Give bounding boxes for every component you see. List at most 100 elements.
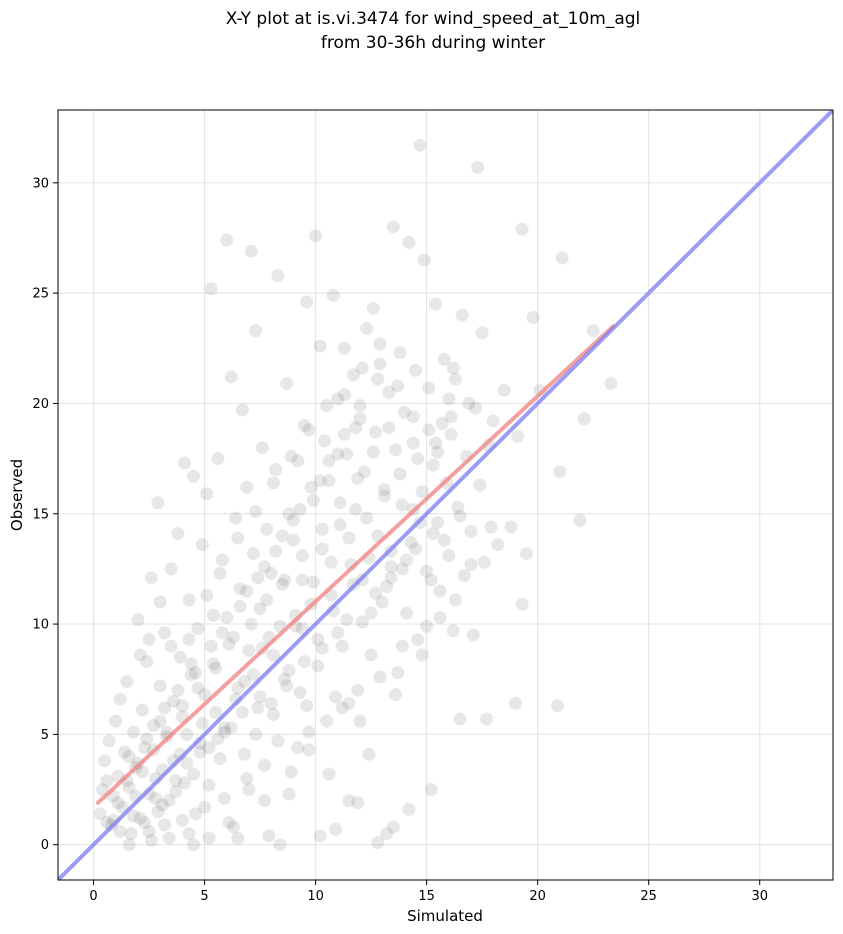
data-point <box>218 791 232 805</box>
data-point <box>178 776 192 790</box>
data-point <box>442 392 456 406</box>
data-point <box>577 412 591 426</box>
data-point <box>220 610 234 624</box>
data-point <box>380 580 394 594</box>
data-point <box>364 648 378 662</box>
data-point <box>169 774 183 788</box>
data-point <box>340 613 354 627</box>
data-point <box>122 749 136 763</box>
data-point <box>189 666 203 680</box>
data-point <box>515 222 529 236</box>
data-point <box>351 471 365 485</box>
y-tick-label: 20 <box>32 397 49 412</box>
data-point <box>175 813 189 827</box>
data-point <box>464 557 478 571</box>
data-point <box>235 705 249 719</box>
data-point <box>389 443 403 457</box>
data-point <box>222 816 236 830</box>
data-point <box>240 584 254 598</box>
data-point <box>258 794 272 808</box>
data-point <box>184 657 198 671</box>
data-point <box>369 586 383 600</box>
data-point <box>264 566 278 580</box>
data-point <box>377 489 391 503</box>
data-point <box>153 714 167 728</box>
data-point <box>406 436 420 450</box>
data-point <box>244 244 258 258</box>
data-point <box>497 383 511 397</box>
data-point <box>191 621 205 635</box>
data-point <box>353 412 367 426</box>
data-point <box>300 699 314 713</box>
data-point <box>424 573 438 587</box>
data-point <box>249 727 263 741</box>
data-point <box>473 478 487 492</box>
data-point <box>240 772 254 786</box>
data-point <box>258 758 272 772</box>
data-point <box>224 721 238 735</box>
data-point <box>342 794 356 808</box>
data-point <box>420 619 434 633</box>
data-point <box>331 392 345 406</box>
data-point <box>446 361 460 375</box>
data-point <box>444 410 458 424</box>
data-point <box>204 282 218 296</box>
data-point <box>484 520 498 534</box>
data-point <box>304 480 318 494</box>
data-point <box>169 785 183 799</box>
data-point <box>275 529 289 543</box>
data-point <box>171 527 185 541</box>
data-point <box>269 463 283 477</box>
data-point <box>393 467 407 481</box>
x-tick-label: 30 <box>751 889 768 904</box>
data-point <box>242 644 256 658</box>
data-point <box>102 734 116 748</box>
data-point <box>360 511 374 525</box>
data-point <box>426 458 440 472</box>
data-point <box>231 531 245 545</box>
data-point <box>373 357 387 371</box>
data-point <box>337 427 351 441</box>
data-point <box>193 745 207 759</box>
fit-line <box>95 324 616 805</box>
data-point <box>151 496 165 510</box>
data-point <box>329 822 343 836</box>
data-point <box>315 542 329 556</box>
data-point <box>477 555 491 569</box>
data-point <box>275 577 289 591</box>
y-tick-label: 25 <box>32 287 49 302</box>
data-point <box>138 741 152 755</box>
data-point <box>233 599 247 613</box>
data-point <box>266 648 280 662</box>
data-point <box>355 361 369 375</box>
data-point <box>240 480 254 494</box>
data-point <box>266 708 280 722</box>
data-point <box>140 732 154 746</box>
data-point <box>393 346 407 360</box>
data-point <box>335 701 349 715</box>
data-point <box>186 767 200 781</box>
data-point <box>315 522 329 536</box>
data-point <box>278 672 292 686</box>
data-point <box>222 637 236 651</box>
data-point <box>146 719 160 733</box>
data-point <box>226 820 240 834</box>
data-point <box>293 502 307 516</box>
data-point <box>233 582 247 596</box>
data-point <box>491 538 505 552</box>
data-point <box>302 743 316 757</box>
data-point <box>127 809 141 823</box>
data-point <box>366 445 380 459</box>
data-point <box>206 608 220 622</box>
data-point <box>342 696 356 710</box>
data-point <box>280 377 294 391</box>
data-point <box>413 138 427 152</box>
data-point <box>333 496 347 510</box>
data-point <box>433 610 447 624</box>
data-point <box>384 560 398 574</box>
data-point <box>200 588 214 602</box>
data-point <box>133 648 147 662</box>
data-point <box>353 399 367 413</box>
data-point <box>417 253 431 267</box>
